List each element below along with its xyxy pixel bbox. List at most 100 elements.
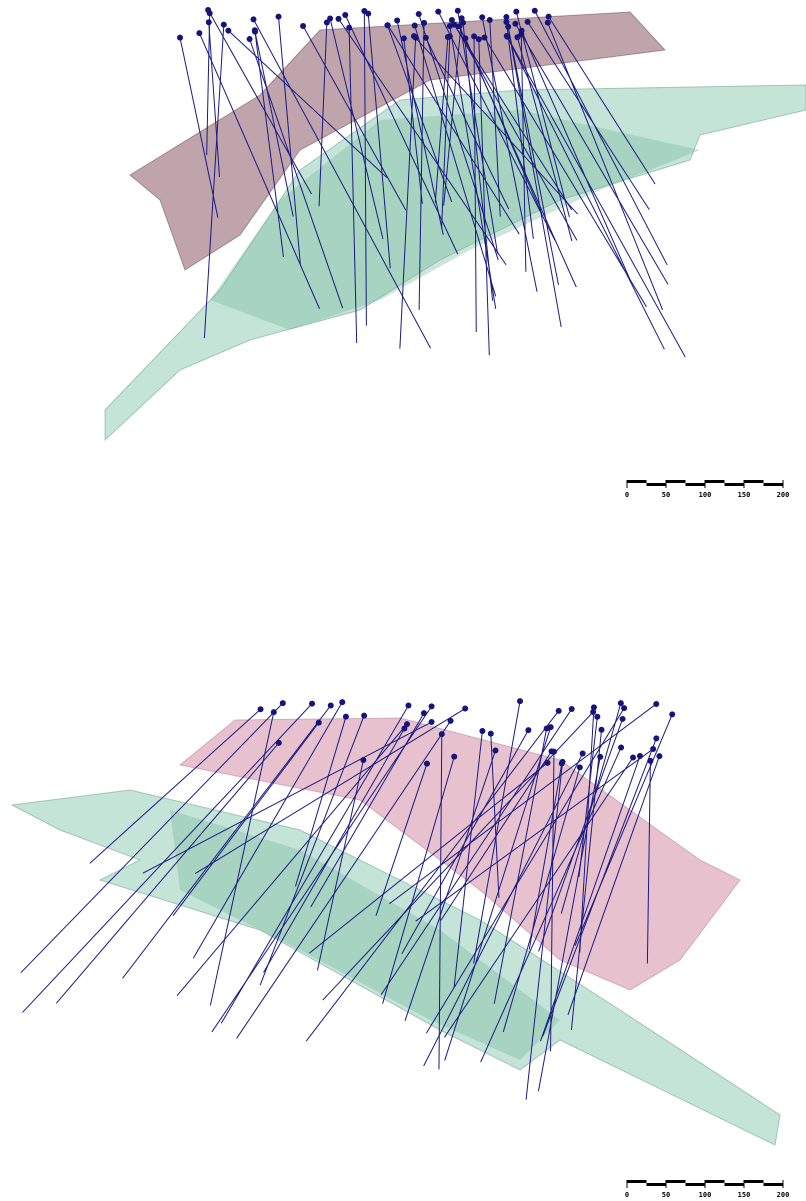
drillhole-trace	[646, 760, 651, 964]
drillhole-trace	[506, 36, 665, 350]
drillhole-trace	[415, 748, 654, 922]
drillhole-trace	[515, 11, 570, 218]
drillhole-collar	[555, 707, 562, 714]
drillhole-trace	[547, 22, 663, 310]
drillhole-trace	[179, 37, 219, 218]
drillhole-collar	[462, 35, 469, 42]
scale-segment	[685, 1183, 705, 1186]
drillhole-collar	[487, 730, 494, 737]
drillhole-collar	[365, 10, 372, 17]
scale-label: 0	[625, 491, 629, 499]
drillhole-trace	[414, 25, 497, 297]
drillhole-trace	[386, 25, 453, 203]
drillhole-trace	[192, 701, 343, 959]
drillhole-trace	[534, 10, 668, 266]
drillhole-trace	[578, 716, 598, 877]
scale-segment	[705, 1180, 725, 1183]
drillhole-collar	[630, 754, 637, 761]
scale-segment	[685, 483, 705, 486]
drillhole-collar	[420, 710, 427, 717]
drillhole-collar	[545, 13, 552, 20]
drillhole-trace	[537, 756, 601, 1092]
scale-label: 100	[699, 491, 712, 499]
drillhole-trace	[253, 19, 432, 349]
drillhole-trace	[228, 30, 388, 179]
scale-segment	[646, 1183, 666, 1186]
scale-bar: 0 50 100 150 200	[625, 1180, 789, 1199]
drillhole-collar	[444, 33, 451, 40]
drillhole-trace	[208, 22, 220, 178]
drillhole-collar	[251, 27, 258, 34]
scale-segment	[666, 1180, 686, 1183]
drillhole-collar	[512, 20, 519, 27]
drillhole-collar	[438, 731, 445, 738]
drillhole-trace	[22, 703, 313, 1013]
scale-segment	[646, 483, 666, 486]
drillhole-trace	[203, 24, 225, 339]
drillhole-collar	[525, 727, 532, 734]
drillholes	[20, 698, 676, 1100]
scale-segment	[627, 480, 647, 483]
drillhole-trace	[367, 13, 391, 269]
drillhole-trace	[278, 16, 301, 264]
drillhole-collar	[451, 21, 458, 28]
drillhole-collar	[404, 721, 411, 728]
drillhole-collar	[323, 19, 330, 26]
drillhole-trace	[441, 36, 451, 229]
drillhole-trace	[363, 10, 367, 326]
drillhole-trace	[348, 27, 358, 343]
drillhole-collar	[590, 708, 597, 715]
drillhole-collar	[486, 16, 493, 23]
drillhole-trace	[453, 24, 573, 211]
drillhole-trace	[480, 747, 622, 1063]
drillhole-trace	[457, 10, 499, 254]
drillhole-collar	[656, 753, 663, 760]
view-panel	[104, 7, 806, 442]
drillhole-collar	[422, 34, 429, 41]
drillhole-trace	[440, 751, 552, 921]
view-panel	[10, 698, 781, 1146]
drillhole-trace	[302, 25, 407, 211]
drillhole-collar	[327, 702, 334, 709]
scale-label: 150	[738, 1191, 751, 1199]
drillhole-trace	[305, 710, 560, 1042]
scale-label: 200	[777, 491, 790, 499]
scale-segment	[724, 483, 744, 486]
drillhole-trace	[514, 23, 669, 285]
drillhole-collar	[454, 7, 461, 14]
drillhole-collar	[225, 27, 232, 34]
drillhole-collar	[411, 22, 418, 29]
drillhole-collar	[315, 719, 322, 726]
drillhole-trace	[567, 755, 660, 1015]
drillhole-collar	[448, 17, 455, 24]
drillhole-trace	[387, 24, 520, 235]
drillhole-collar	[435, 8, 442, 15]
drillhole-collar	[447, 717, 454, 724]
drillhole-trace	[423, 753, 584, 1067]
drillhole-collar	[544, 19, 551, 26]
drillhole-collar	[548, 748, 555, 755]
drillhole-collar	[177, 34, 184, 41]
drillhole-collar	[423, 760, 430, 767]
drillhole-collar	[339, 699, 346, 706]
drillhole-collar	[650, 745, 657, 752]
drillhole-collar	[568, 705, 575, 712]
drillhole-trace	[434, 36, 449, 203]
drillhole-trace	[425, 37, 510, 210]
drillhole-collar	[531, 7, 538, 14]
drillhole-trace	[294, 716, 347, 887]
drillholes	[177, 7, 686, 358]
drillhole-collar	[518, 27, 525, 34]
drillhole-collar	[475, 36, 482, 43]
drillhole-trace	[438, 734, 443, 1070]
drillhole-collar	[597, 753, 604, 760]
drillhole-trace	[502, 767, 581, 1033]
drillhole-collar	[415, 11, 422, 18]
drillhole-collar	[205, 19, 212, 26]
scale-segment	[744, 480, 764, 483]
drillhole-trace	[481, 17, 538, 292]
drillhole-collar	[250, 16, 257, 23]
green-surface	[104, 84, 806, 442]
drillhole-trace	[548, 16, 656, 185]
